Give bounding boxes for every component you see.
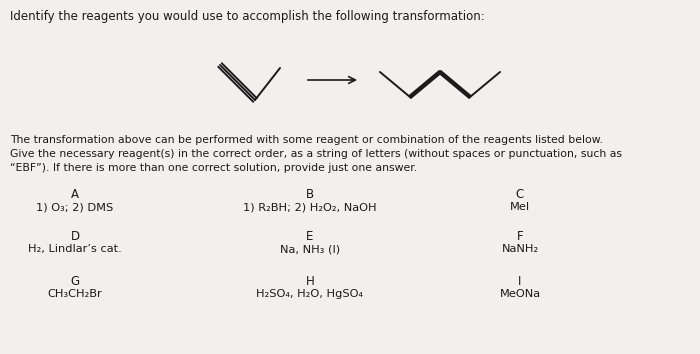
Text: H₂, Lindlar’s cat.: H₂, Lindlar’s cat. xyxy=(28,244,122,254)
Text: 1) R₂BH; 2) H₂O₂, NaOH: 1) R₂BH; 2) H₂O₂, NaOH xyxy=(243,202,377,212)
Text: H: H xyxy=(306,275,314,288)
Text: A: A xyxy=(71,188,79,201)
Text: B: B xyxy=(306,188,314,201)
Text: H₂SO₄, H₂O, HgSO₄: H₂SO₄, H₂O, HgSO₄ xyxy=(256,289,363,299)
Text: E: E xyxy=(307,230,314,243)
Text: NaNH₂: NaNH₂ xyxy=(501,244,538,254)
Text: I: I xyxy=(518,275,522,288)
Text: “EBF”). If there is more than one correct solution, provide just one answer.: “EBF”). If there is more than one correc… xyxy=(10,163,417,173)
Text: G: G xyxy=(71,275,80,288)
Text: The transformation above can be performed with some reagent or combination of th: The transformation above can be performe… xyxy=(10,135,603,145)
Text: Identify the reagents you would use to accomplish the following transformation:: Identify the reagents you would use to a… xyxy=(10,10,484,23)
Text: D: D xyxy=(71,230,80,243)
Text: CH₃CH₂Br: CH₃CH₂Br xyxy=(48,289,102,299)
Text: MeI: MeI xyxy=(510,202,530,212)
Text: Give the necessary reagent(s) in the correct order, as a string of letters (with: Give the necessary reagent(s) in the cor… xyxy=(10,149,622,159)
Text: 1) O₃; 2) DMS: 1) O₃; 2) DMS xyxy=(36,202,113,212)
Text: F: F xyxy=(517,230,524,243)
Text: Na, NH₃ (l): Na, NH₃ (l) xyxy=(280,244,340,254)
Text: C: C xyxy=(516,188,524,201)
Text: MeONa: MeONa xyxy=(499,289,540,299)
